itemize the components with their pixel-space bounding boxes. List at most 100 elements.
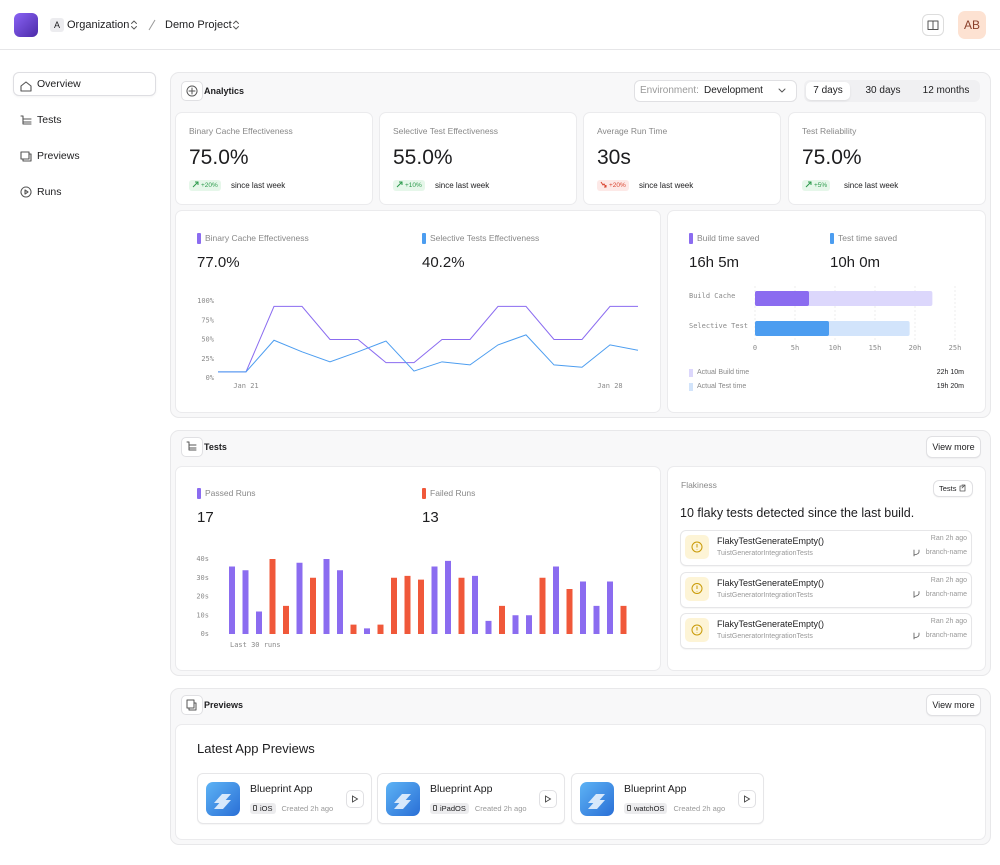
legend-value: 16h 5m (689, 254, 740, 271)
nav-item[interactable] (13, 144, 156, 168)
button[interactable]: View more (926, 436, 981, 458)
platform-badge: iPadOS (430, 803, 469, 814)
nav-item[interactable] (13, 108, 156, 132)
platform-icon (627, 805, 631, 811)
platform-name: iOS (260, 804, 273, 813)
button[interactable]: Tests (933, 480, 973, 497)
legend-label: Test time saved (838, 233, 898, 243)
environment-label: Environment: (640, 85, 699, 96)
actual-label: Actual Build time (697, 369, 750, 376)
section-title: Analytics (204, 86, 245, 96)
preview-meta: watchOS Created 2h ago (624, 803, 725, 814)
play-button[interactable] (346, 790, 364, 808)
app-icon (386, 782, 420, 816)
trend-icon (396, 181, 403, 190)
created-at: Created 2h ago (281, 804, 334, 813)
platform-badge: iOS (250, 803, 276, 814)
preview-meta: iOS Created 2h ago (250, 803, 333, 814)
trend-arrow-line (396, 181, 403, 188)
delta-badge: +20% (189, 180, 221, 191)
platform-icon (253, 805, 257, 811)
button[interactable]: View more (926, 694, 981, 716)
environment-value: Development (704, 85, 763, 96)
delta-value: +20% (201, 182, 218, 189)
trend-arrow (805, 181, 812, 188)
metric-title: Selective Test Effectiveness (393, 126, 499, 136)
section-title: Tests (204, 442, 227, 452)
warning-badge (685, 576, 709, 601)
test-time: Ran 2h ago (930, 576, 967, 584)
avatar[interactable] (958, 11, 986, 39)
range-label: 12 months (922, 85, 970, 96)
trend-icon (600, 181, 607, 190)
legend-label: Passed Runs (205, 488, 256, 498)
actual-value: 19h 20m (936, 383, 964, 390)
legend-value: 17 (197, 509, 214, 526)
previews-heading: Latest App Previews (197, 741, 315, 756)
created-at: Created 2h ago (673, 804, 726, 813)
legend-swatch (197, 488, 201, 499)
test-branch: branch-name (925, 549, 967, 556)
section-icon (181, 81, 203, 101)
nav-label: Runs (37, 186, 62, 198)
flaky-test-row[interactable] (680, 571, 972, 608)
test-branch: branch-name (925, 632, 967, 639)
app-icon (580, 782, 614, 816)
legend-swatch (689, 233, 693, 244)
test-name: FlakyTestGenerateEmpty() (717, 577, 825, 588)
trend-arrow-line (600, 181, 607, 188)
play-button[interactable] (738, 790, 756, 808)
legend-label: Selective Tests Effectiveness (430, 233, 540, 243)
nav-item[interactable] (13, 72, 156, 96)
legend-swatch (422, 488, 426, 499)
section-icon (181, 437, 203, 457)
org-name[interactable]: Organization (67, 19, 130, 31)
trend-arrow (600, 181, 607, 188)
preview-meta: iPadOS Created 2h ago (430, 803, 527, 814)
card-title: Flakiness (681, 480, 717, 490)
actual-value: 22h 10m (936, 369, 964, 376)
app-name: Blueprint App (250, 783, 313, 795)
platform-name: watchOS (634, 804, 665, 813)
metric-note: since last week (435, 181, 490, 190)
environment-select[interactable] (634, 80, 797, 102)
avatar-initials: AB (963, 18, 980, 32)
play-button[interactable] (539, 790, 557, 808)
trend-icon (192, 181, 199, 190)
legend-value: 13 (422, 509, 439, 526)
metric-value: 55.0% (393, 146, 453, 169)
metric-value: 30s (597, 146, 631, 169)
range-option[interactable] (806, 82, 850, 100)
legend-swatch (197, 233, 201, 244)
trend-arrow-line (192, 181, 199, 188)
org-badge (50, 18, 64, 32)
legend-label: Binary Cache Effectiveness (205, 233, 309, 243)
flaky-test-row[interactable] (680, 530, 972, 566)
delta-value: +10% (405, 182, 422, 189)
legend-value: 77.0% (197, 254, 240, 271)
delta-value: +20% (609, 182, 626, 189)
platform-badge: watchOS (624, 803, 668, 814)
app-name: Blueprint App (430, 783, 493, 795)
delta-badge: +5% (802, 180, 831, 191)
logo (14, 13, 38, 37)
docs-button[interactable] (922, 14, 944, 36)
app-name: Blueprint App (624, 783, 687, 795)
test-time: Ran 2h ago (930, 535, 967, 542)
legend-swatch (422, 233, 426, 244)
test-suite: TuistGeneratorIntegrationTests (717, 591, 813, 599)
card (667, 210, 986, 413)
nav-item[interactable] (13, 180, 156, 204)
section-icon (181, 695, 203, 715)
metric-note: since last week (231, 181, 286, 190)
delta-badge: +10% (393, 180, 425, 191)
metric-title: Average Run Time (597, 126, 668, 136)
project-name[interactable]: Demo Project (165, 19, 232, 31)
flaky-test-row[interactable] (680, 613, 972, 649)
legend-value: 40.2% (422, 254, 465, 271)
warning-badge (685, 618, 709, 642)
range-label: 7 days (813, 85, 843, 96)
metric-title: Test Reliability (802, 126, 857, 136)
test-time: Ran 2h ago (930, 618, 967, 625)
